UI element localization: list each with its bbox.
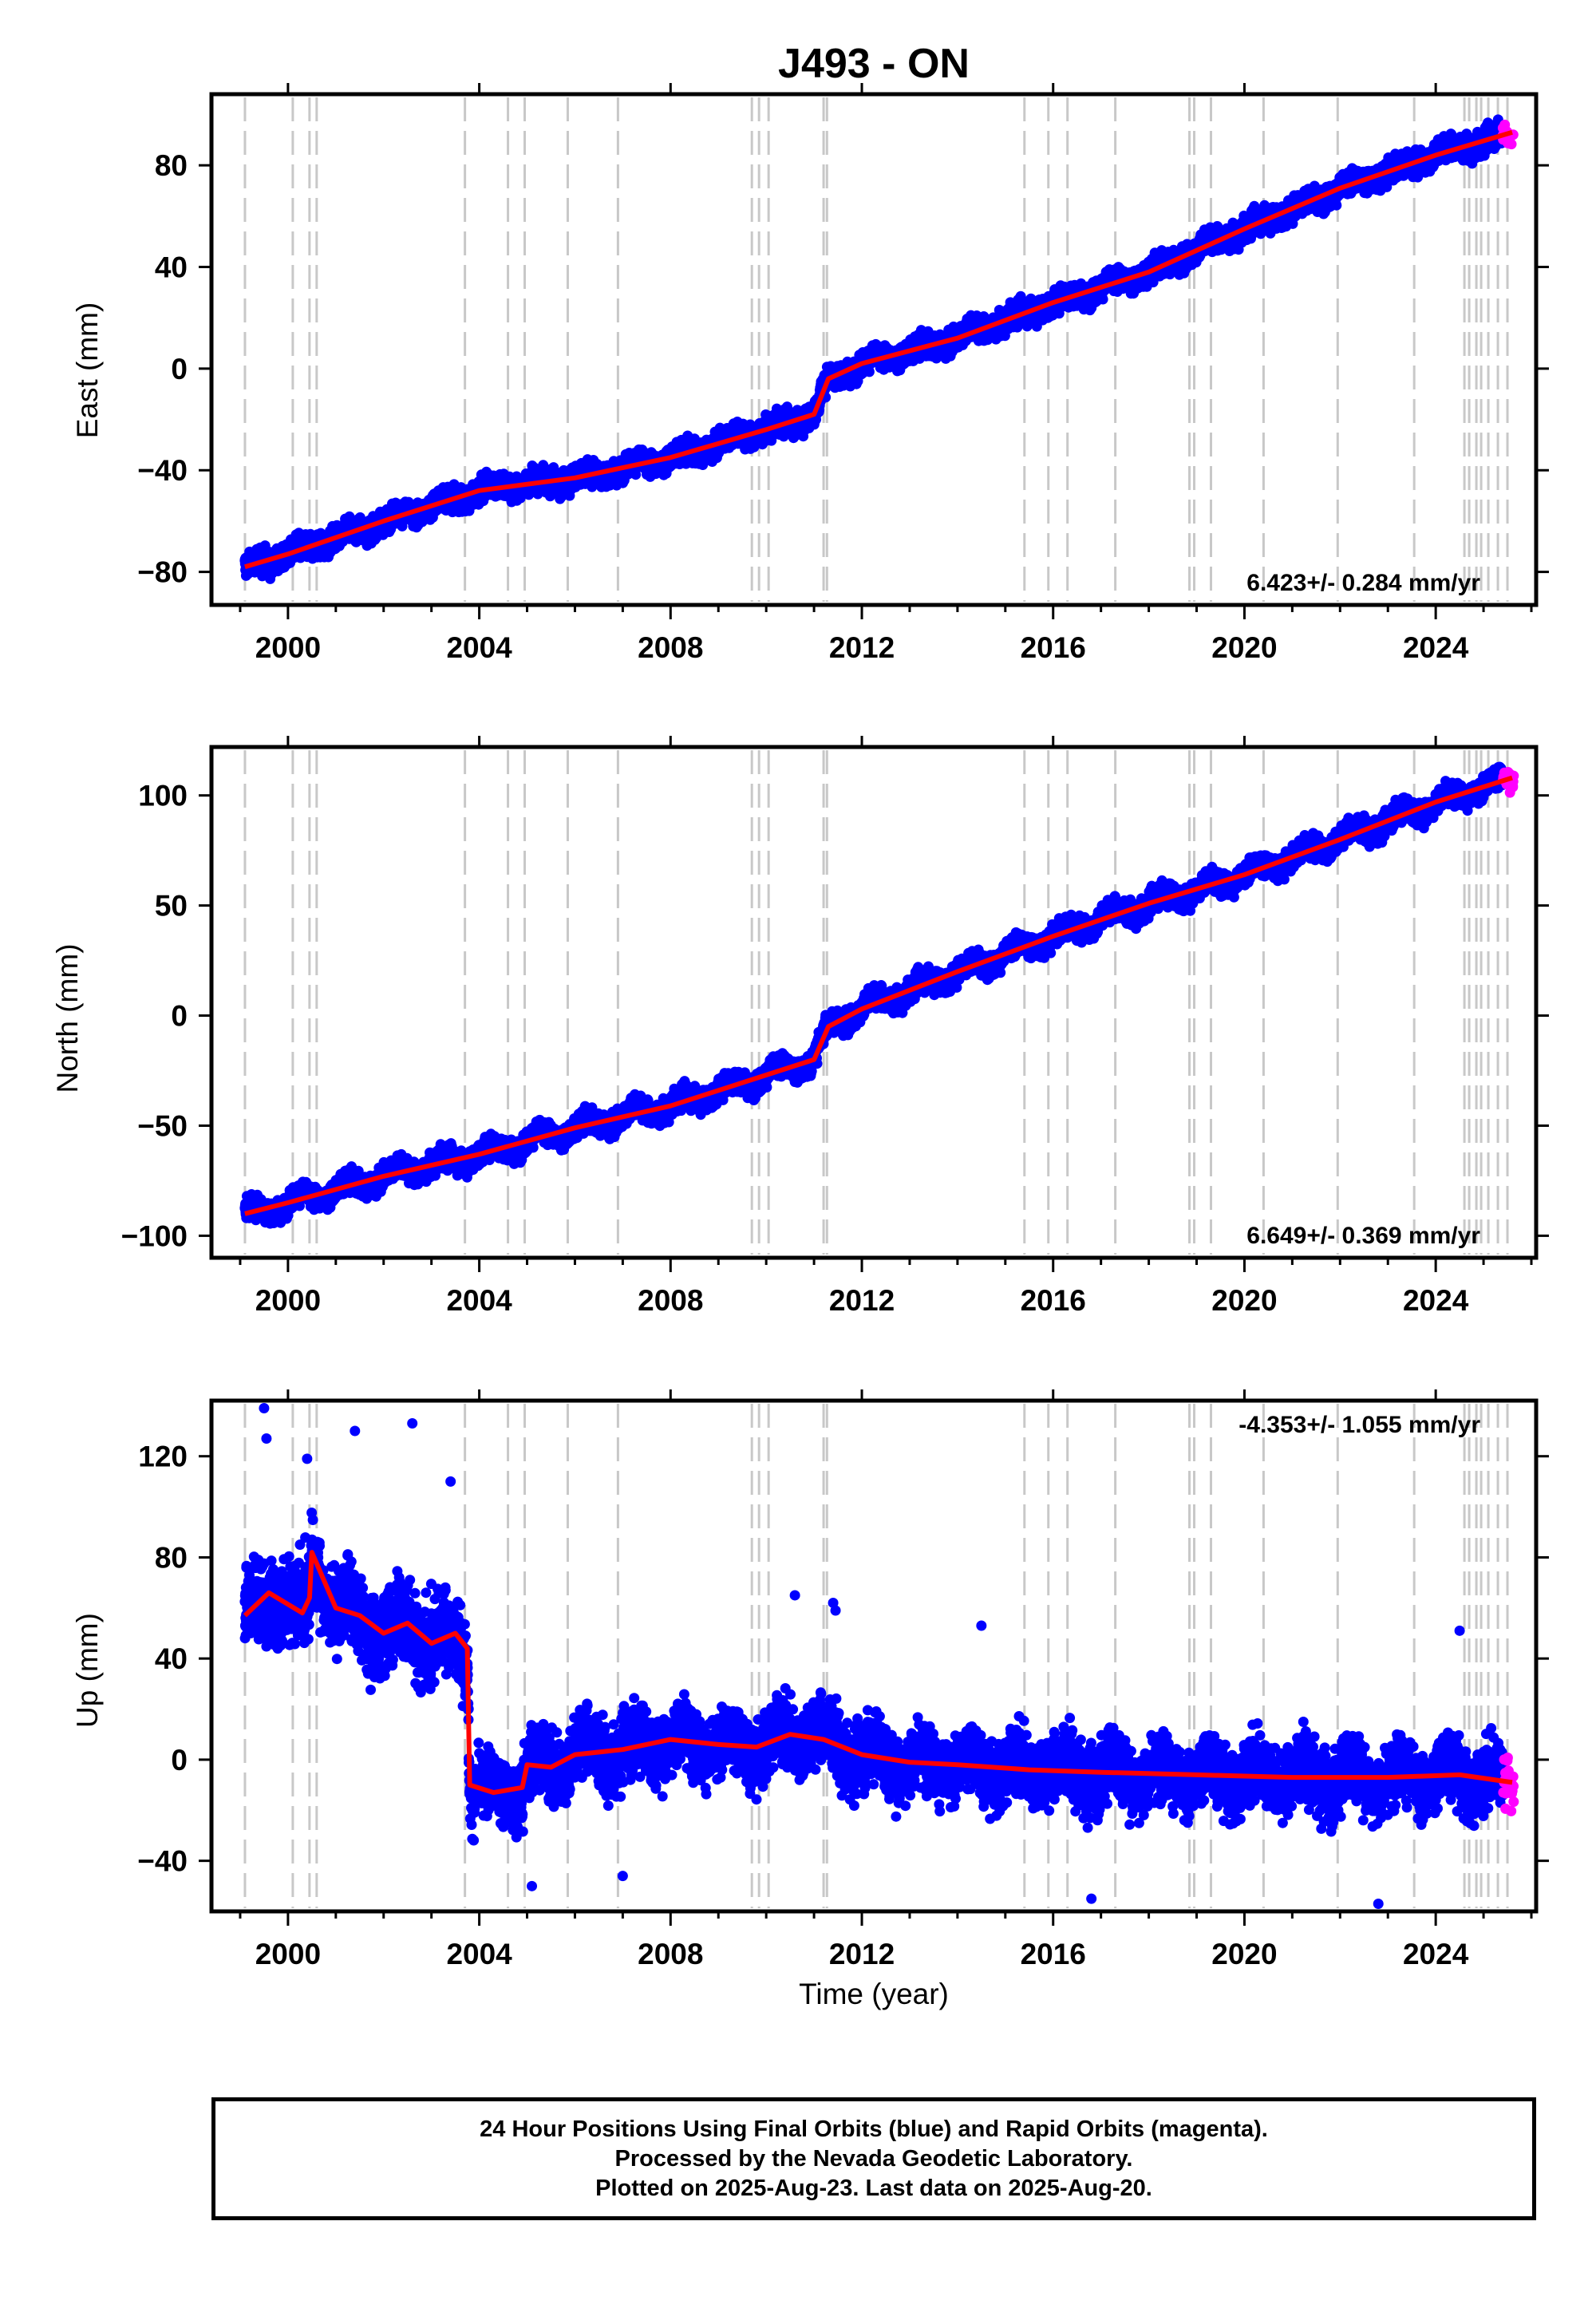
east-axis-label: East (mm) [71,302,104,439]
chart-title: J493 - ON [778,41,970,87]
data-points [239,114,1519,584]
east-panel: East (mm) 2000 2004 2008 2012 2016 2020 2024−8… [71,83,1549,664]
event-lines [243,97,1509,602]
